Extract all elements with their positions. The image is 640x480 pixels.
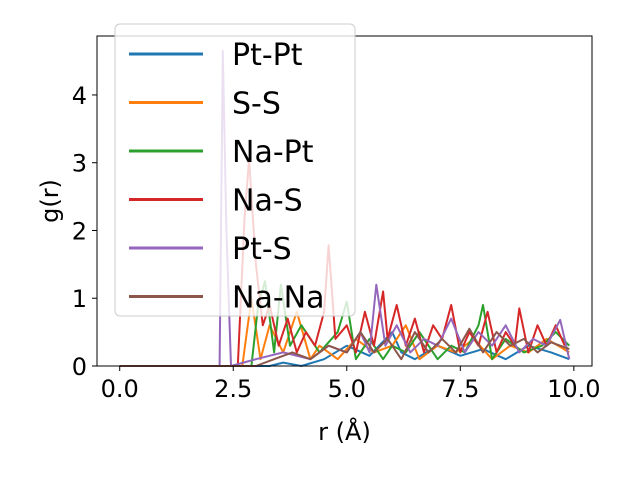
y-tick-label: 2 (72, 217, 87, 245)
series-line-pt-pt (119, 331, 570, 367)
legend: Pt-Pt S-S Na-Pt Na-S Pt-S Na-Na (114, 23, 356, 317)
x-tick-label: 10.0 (547, 375, 600, 403)
x-tick-label: 0.0 (101, 375, 139, 403)
y-axis: 0 1 2 3 4 (72, 82, 97, 381)
plot-area (119, 49, 571, 367)
series-line-pt-s (119, 49, 571, 367)
y-tick-label: 3 (72, 150, 87, 178)
y-axis-label: g(r) (36, 179, 64, 223)
legend-label-pt-pt: Pt-Pt (232, 38, 303, 73)
x-axis-label: r (Å) (318, 417, 371, 446)
legend-label-na-na: Na-Na (232, 281, 324, 316)
legend-label-na-s: Na-S (232, 184, 303, 219)
y-tick-label: 1 (72, 285, 87, 313)
x-axis: 0.0 2.5 5.0 7.5 10.0 (101, 366, 601, 403)
legend-frame (114, 23, 356, 317)
series-line-na-na (119, 327, 570, 367)
y-tick-label: 0 (72, 353, 87, 381)
legend-label-na-pt: Na-Pt (232, 135, 314, 170)
x-tick-label: 5.0 (328, 375, 366, 403)
x-tick-label: 7.5 (441, 375, 479, 403)
x-tick-label: 2.5 (214, 375, 252, 403)
y-tick-label: 4 (72, 82, 87, 110)
legend-label-pt-s: Pt-S (232, 232, 292, 267)
legend-label-s-s: S-S (232, 87, 281, 122)
